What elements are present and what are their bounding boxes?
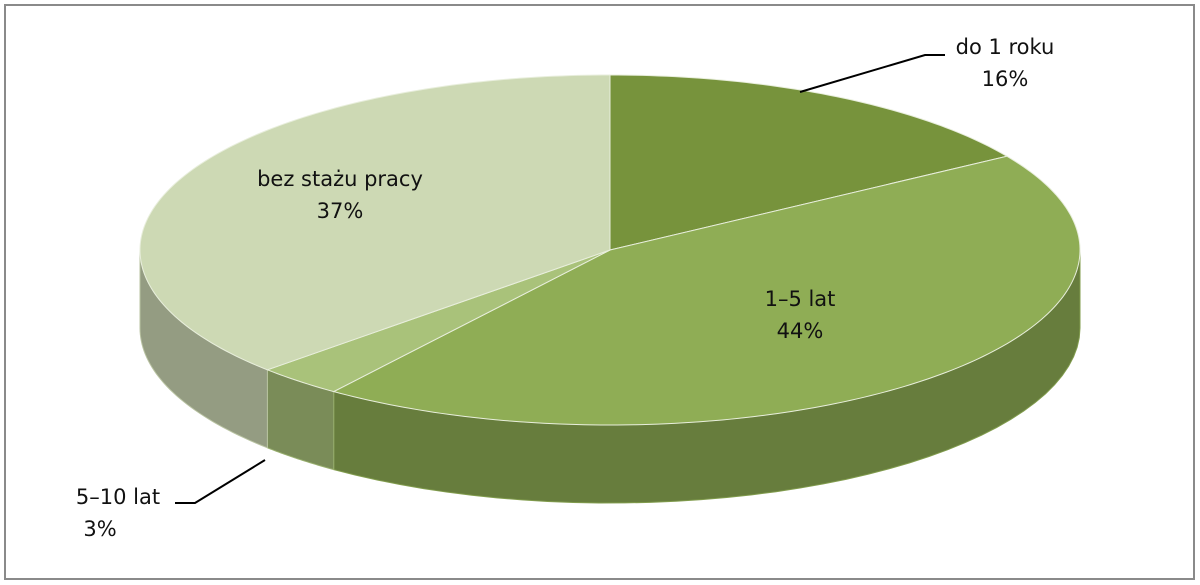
slice-label: 1–5 lat — [765, 287, 836, 311]
slice-value-label: 44% — [777, 319, 824, 343]
slice — [609, 74, 1009, 251]
slice-value-label: 16% — [982, 67, 1029, 91]
slice-label: do 1 roku — [956, 35, 1055, 59]
slice — [139, 74, 611, 371]
slice-value-label: 3% — [83, 517, 116, 541]
leader-line — [175, 459, 266, 504]
leader-line — [799, 54, 945, 93]
slice — [265, 249, 611, 393]
slice-label: 5–10 lat — [76, 485, 160, 509]
slice-value-label: 37% — [317, 199, 364, 223]
slice — [332, 155, 1081, 426]
slice-label: bez stażu pracy — [257, 167, 423, 191]
